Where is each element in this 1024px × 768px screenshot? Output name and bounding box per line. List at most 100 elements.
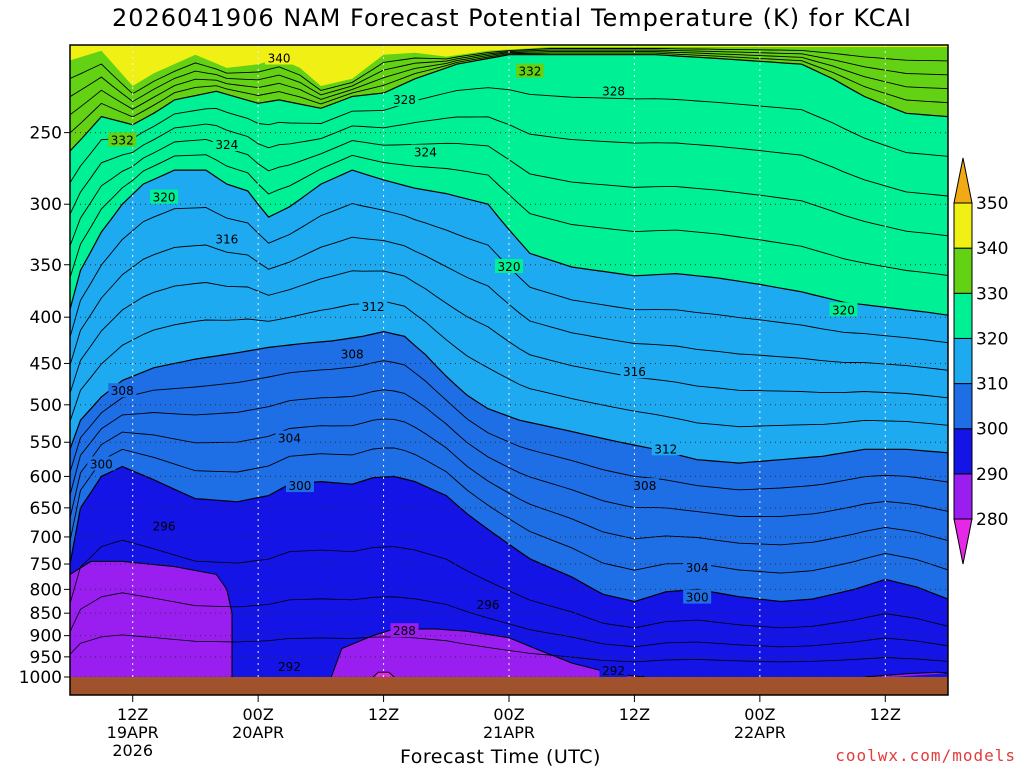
y-tick-label: 350	[30, 256, 62, 276]
contour-332	[70, 52, 948, 134]
contour-label: 332	[111, 133, 134, 147]
contour-label: 304	[278, 432, 301, 446]
x-tick-label: 12Z	[619, 705, 650, 724]
colorbar-segment-320	[953, 292, 973, 339]
contour-280	[372, 671, 395, 677]
colorbar-segment-280	[953, 473, 973, 520]
contour-label: 288	[393, 624, 416, 638]
contour-label-bg	[150, 518, 179, 533]
contour-label: 292	[602, 664, 625, 678]
contour-label-bg	[683, 589, 712, 604]
x-tick-label: 19APR	[107, 723, 159, 742]
colorbar-segment-330	[953, 247, 973, 294]
temperature-fill-layer	[70, 45, 948, 677]
contour-label-bg	[87, 456, 116, 471]
x-tick-label: 21APR	[483, 723, 535, 742]
x-tick-label: 12Z	[368, 705, 399, 724]
contour-label: 328	[393, 93, 416, 107]
x-tick-label: 2026	[112, 741, 153, 760]
contour-label-bg	[150, 189, 179, 204]
contour-label-bg	[108, 132, 137, 147]
contour-302	[70, 447, 948, 574]
y-tick-label: 300	[30, 195, 62, 215]
contour-label-bg	[599, 83, 628, 98]
y-tick-label: 900	[30, 627, 62, 647]
contour-label: 320	[153, 191, 176, 205]
colorbar-label: 320	[976, 329, 1008, 349]
contour-label: 312	[362, 300, 385, 314]
contour-label: 300	[686, 591, 709, 605]
contour-label-bg	[390, 623, 419, 638]
y-tick-label: 750	[30, 555, 62, 575]
colorbar-over-arrow	[953, 157, 973, 204]
x-tick-label: 00Z	[242, 705, 273, 724]
chart-title: 2026041906 NAM Forecast Potential Temper…	[111, 4, 913, 32]
x-tick-label: 12Z	[870, 705, 901, 724]
contour-label-bg	[683, 560, 712, 575]
contour-label: 296	[477, 598, 500, 612]
y-tick-label: 250	[30, 124, 62, 144]
fill-band-below-280	[373, 672, 394, 677]
contour-label-bg	[620, 364, 649, 379]
contour-label-bg	[265, 50, 294, 65]
contour-low-2	[70, 634, 948, 663]
contour-label: 296	[153, 520, 176, 534]
y-tick-label: 650	[30, 499, 62, 519]
colorbar: 280 290 300 310 320 330 340 350	[953, 157, 1008, 565]
colorbar-label: 280	[976, 510, 1008, 530]
contour-label: 332	[518, 65, 541, 79]
colorbar-segment-300	[953, 383, 973, 430]
contour-label-layer: 340 332 332 328 328 324 324 320 320 320 316 316 312 3…	[87, 50, 858, 678]
contour-306	[70, 389, 948, 517]
colorbar-label: 340	[976, 239, 1008, 259]
contour-label-bg	[474, 596, 503, 611]
contour-310	[70, 330, 948, 464]
contour-label: 324	[215, 138, 238, 152]
contour-label: 316	[215, 232, 238, 246]
contour-label-bg	[275, 659, 304, 674]
contour-290	[330, 628, 645, 677]
x-tick-label: 00Z	[493, 705, 524, 724]
contour-label-bg	[338, 346, 367, 361]
contour-330	[70, 54, 948, 152]
contour-label-bg	[515, 63, 544, 78]
y-tick-label: 400	[30, 308, 62, 328]
contour-label-bg	[829, 302, 858, 317]
contour-label-bg	[599, 663, 628, 678]
y-tick-label: 800	[30, 580, 62, 600]
credit-text: coolwx.com/models	[835, 746, 1016, 765]
contour-label: 328	[602, 84, 625, 98]
y-tick-label: 550	[30, 433, 62, 453]
contour-label: 308	[633, 479, 656, 493]
contour-label: 340	[268, 52, 291, 66]
contour-label: 292	[278, 660, 301, 674]
contour-low-0	[70, 539, 948, 629]
contour-label: 320	[832, 303, 855, 317]
y-tick-label: 950	[30, 648, 62, 668]
contour-label: 300	[288, 479, 311, 493]
y-tick-label: 700	[30, 528, 62, 548]
contour-label: 300	[90, 457, 113, 471]
contour-label-bg	[275, 430, 304, 445]
contour-304	[70, 418, 948, 546]
colorbar-label: 300	[976, 420, 1008, 440]
y-tick-label: 850	[30, 604, 62, 624]
contour-label-bg	[495, 258, 523, 273]
contour-320	[70, 169, 948, 316]
colorbar-segment-310	[953, 337, 973, 385]
contour-label-bg	[390, 91, 419, 106]
contour-290	[70, 560, 233, 677]
contour-label-bg	[411, 144, 440, 159]
y-tick-label: 1000	[19, 668, 62, 688]
fill-band-320-330	[70, 45, 948, 316]
y-axis: 250 300 350 400 450 500 550 600 650 700 750 800 850 9…	[19, 124, 70, 688]
y-tick-label: 450	[30, 354, 62, 374]
y-tick-label: 500	[30, 396, 62, 416]
x-axis-label: Forecast Time (UTC)	[400, 746, 601, 768]
contour-label-bg	[285, 478, 314, 493]
contour-label: 316	[623, 365, 646, 379]
contour-label: 324	[414, 146, 437, 160]
ground-strip	[70, 677, 948, 695]
contour-label-bg	[630, 478, 659, 493]
